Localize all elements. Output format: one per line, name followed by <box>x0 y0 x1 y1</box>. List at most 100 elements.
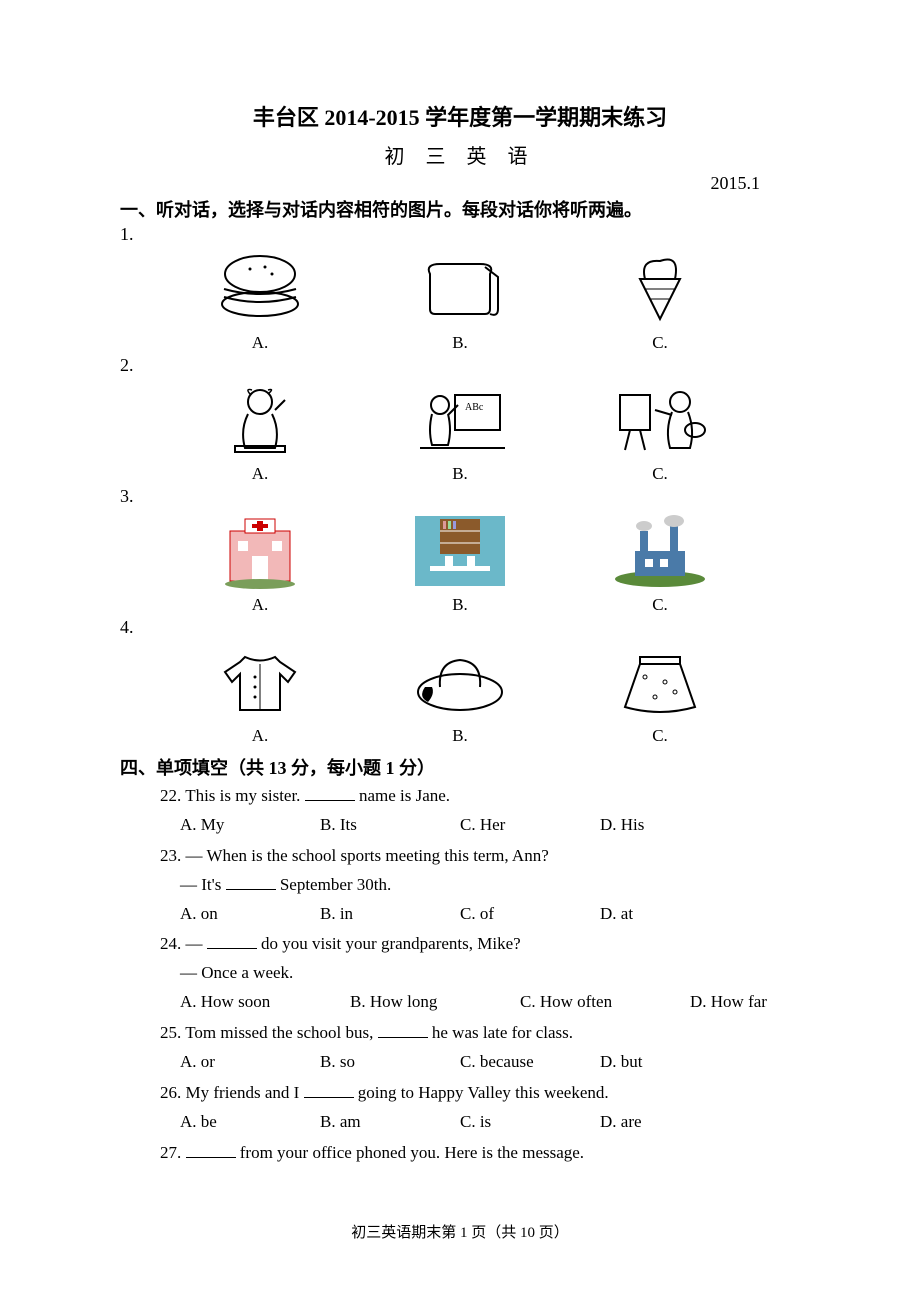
q26-stem-post: going to Happy Valley this weekend. <box>354 1083 609 1102</box>
q24-sub: — Once a week. <box>180 959 800 988</box>
hamburger-icon <box>205 249 315 329</box>
q23: 23. — When is the school sports meeting … <box>160 842 800 871</box>
q1-a: A. <box>205 249 315 353</box>
q25-b: B. so <box>320 1048 460 1077</box>
q24-d: D. How far <box>690 988 860 1017</box>
q26-a: A. be <box>180 1108 320 1137</box>
q2-b: ABc B. <box>405 380 515 484</box>
q3-c: C. <box>605 511 715 615</box>
q4-b: B. <box>405 642 515 746</box>
painter-icon <box>605 380 715 460</box>
page-date: 2015.1 <box>120 173 800 194</box>
bread-icon <box>405 249 515 329</box>
q22-num: 22. <box>160 786 181 805</box>
q23-c: C. of <box>460 900 600 929</box>
q25-a: A. or <box>180 1048 320 1077</box>
coat-icon <box>205 642 315 722</box>
q1-c-label: C. <box>652 333 668 353</box>
blank <box>186 1141 236 1157</box>
q1-b: B. <box>405 249 515 353</box>
q22-a: A. My <box>180 811 320 840</box>
q24-c: C. How often <box>520 988 690 1017</box>
q22-stem-pre: This is my sister. <box>185 786 304 805</box>
library-icon <box>405 511 515 591</box>
q2-c: C. <box>605 380 715 484</box>
q26-num: 26. <box>160 1083 181 1102</box>
q1-number: 1. <box>120 224 800 245</box>
q26-c: C. is <box>460 1108 600 1137</box>
q2-a: A. <box>205 380 315 484</box>
q26-d: D. are <box>600 1108 740 1137</box>
q23-opts: A. on B. in C. of D. at <box>180 900 800 929</box>
q22-c: C. Her <box>460 811 600 840</box>
q23-d: D. at <box>600 900 740 929</box>
q24-a: A. How soon <box>180 988 350 1017</box>
mc-block: 22. This is my sister. name is Jane. A. … <box>160 782 800 1168</box>
q22: 22. This is my sister. name is Jane. <box>160 782 800 811</box>
svg-text:ABc: ABc <box>465 402 484 413</box>
q23-sub-pre: — It's <box>180 875 226 894</box>
q24-stem-post: do you visit your grandparents, Mike? <box>257 934 521 953</box>
q4-c: C. <box>605 642 715 746</box>
q23-num: 23. <box>160 846 181 865</box>
q24: 24. — do you visit your grandparents, Mi… <box>160 930 800 959</box>
q4-c-label: C. <box>652 726 668 746</box>
q1-row: A. B. C. <box>160 249 760 353</box>
q25-opts: A. or B. so C. because D. but <box>180 1048 800 1077</box>
factory-icon <box>605 511 715 591</box>
q3-c-label: C. <box>652 595 668 615</box>
scientist-icon <box>205 380 315 460</box>
page-footer: 初三英语期末第 1 页（共 10 页） <box>0 1221 920 1242</box>
q3-b-label: B. <box>452 595 468 615</box>
q2-row: A. ABc B. C. <box>160 380 760 484</box>
q25-num: 25. <box>160 1023 181 1042</box>
icecream-icon <box>605 249 715 329</box>
q4-a: A. <box>205 642 315 746</box>
section1-heading: 一、听对话，选择与对话内容相符的图片。每段对话你将听两遍。 <box>120 196 800 222</box>
teacher-icon: ABc <box>405 380 515 460</box>
q24-opts: A. How soon B. How long C. How often D. … <box>180 988 800 1017</box>
q4-row: A. B. C. <box>160 642 760 746</box>
q25-stem-post: he was late for class. <box>428 1023 573 1042</box>
q23-a: A. on <box>180 900 320 929</box>
q26-opts: A. be B. am C. is D. are <box>180 1108 800 1137</box>
q3-row: A. B. C. <box>160 511 760 615</box>
q22-b: B. Its <box>320 811 460 840</box>
q23-b: B. in <box>320 900 460 929</box>
section4-heading: 四、单项填空（共 13 分，每小题 1 分） <box>120 754 800 780</box>
q27-stem-post: from your office phoned you. Here is the… <box>236 1143 585 1162</box>
q2-number: 2. <box>120 355 800 376</box>
q3-a: A. <box>205 511 315 615</box>
page-title: 丰台区 2014-2015 学年度第一学期期末练习 <box>120 100 800 132</box>
q23-sub: — It's September 30th. <box>180 871 800 900</box>
q25: 25. Tom missed the school bus, he was la… <box>160 1019 800 1048</box>
q4-b-label: B. <box>452 726 468 746</box>
q1-c: C. <box>605 249 715 353</box>
q26-stem-pre: My friends and I <box>186 1083 304 1102</box>
skirt-icon <box>605 642 715 722</box>
q25-c: C. because <box>460 1048 600 1077</box>
q1-b-label: B. <box>452 333 468 353</box>
q25-d: D. but <box>600 1048 740 1077</box>
q24-stem-pre: — <box>186 934 207 953</box>
q4-a-label: A. <box>252 726 269 746</box>
hat-icon <box>405 642 515 722</box>
q25-stem-pre: Tom missed the school bus, <box>185 1023 377 1042</box>
blank <box>304 1082 354 1098</box>
q2-c-label: C. <box>652 464 668 484</box>
blank <box>378 1022 428 1038</box>
blank <box>226 873 276 889</box>
q3-number: 3. <box>120 486 800 507</box>
blank <box>207 933 257 949</box>
page-subtitle: 初 三 英 语 <box>120 140 800 169</box>
q23-sub-post: September 30th. <box>276 875 392 894</box>
q27-num: 27. <box>160 1143 181 1162</box>
q2-a-label: A. <box>252 464 269 484</box>
page: 丰台区 2014-2015 学年度第一学期期末练习 初 三 英 语 2015.1… <box>0 0 920 1302</box>
q27: 27. from your office phoned you. Here is… <box>160 1139 800 1168</box>
q26: 26. My friends and I going to Happy Vall… <box>160 1079 800 1108</box>
q22-stem-post: name is Jane. <box>355 786 450 805</box>
q26-b: B. am <box>320 1108 460 1137</box>
q23-stem: — When is the school sports meeting this… <box>186 846 549 865</box>
hospital-icon <box>205 511 315 591</box>
